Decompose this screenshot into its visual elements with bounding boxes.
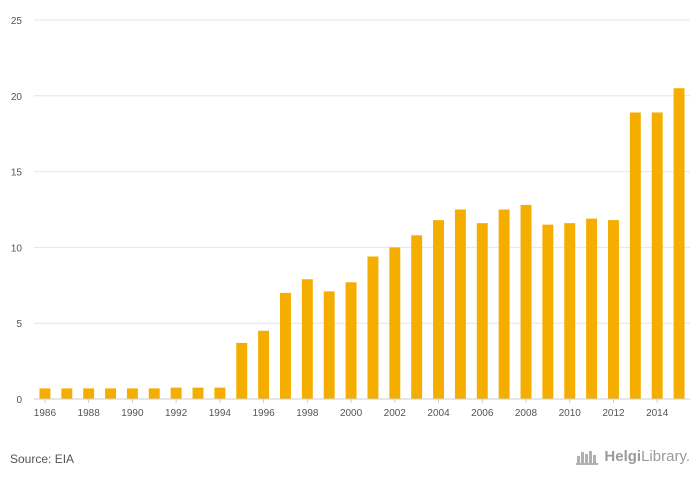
bar-2008[interactable] <box>520 204 532 399</box>
bar-2000[interactable] <box>345 282 357 399</box>
logo-text: HelgiLibrary. <box>604 448 690 465</box>
bar-2006[interactable] <box>476 223 488 399</box>
x-tick-label: 2004 <box>427 408 450 419</box>
bar-1989[interactable] <box>105 388 116 399</box>
source-note: Source: EIA <box>10 452 75 466</box>
bar-1990[interactable] <box>126 388 138 399</box>
bar-1999[interactable] <box>323 291 335 399</box>
y-tick-label: 0 <box>16 395 22 406</box>
x-axis-ticks: 1986 1988 1990 1992 1994 1996 1998 2000 2002 2004… <box>34 399 669 419</box>
bar-2005[interactable] <box>454 209 466 400</box>
bar-1988[interactable] <box>83 388 95 399</box>
x-tick-label: 1988 <box>78 408 101 419</box>
logo-text-bold: Helgi <box>604 448 642 465</box>
x-tick-label: 2012 <box>602 408 625 419</box>
y-tick-label: 10 <box>11 243 23 254</box>
x-tick-label: 2008 <box>515 408 538 419</box>
bar-1998[interactable] <box>301 279 313 399</box>
bars <box>39 88 685 400</box>
bar-1991[interactable] <box>148 388 160 399</box>
bar-1993[interactable] <box>192 387 204 399</box>
bar-2002[interactable] <box>389 247 401 399</box>
bar-1997[interactable] <box>280 292 291 399</box>
logo-text-light: Library. <box>641 448 690 465</box>
x-tick-label: 1990 <box>121 408 144 419</box>
bar-1986[interactable] <box>39 388 51 399</box>
x-tick-label: 2000 <box>340 408 363 419</box>
x-tick-label: 1998 <box>296 408 319 419</box>
x-tick-label: 1996 <box>252 408 275 419</box>
x-tick-label: 1994 <box>209 408 232 419</box>
x-tick-label: 2010 <box>559 408 582 419</box>
bar-1995[interactable] <box>236 342 248 399</box>
x-tick-label: 1992 <box>165 408 188 419</box>
bar-2004[interactable] <box>433 220 444 399</box>
bar-2003[interactable] <box>411 235 423 399</box>
bar-1992[interactable] <box>170 387 182 399</box>
bar-1996[interactable] <box>258 330 270 399</box>
bar-1987[interactable] <box>61 388 73 399</box>
helgi-library-logo[interactable]: HelgiLibrary. <box>576 448 690 465</box>
x-tick-label: 2006 <box>471 408 494 419</box>
y-tick-label: 15 <box>11 168 23 179</box>
bar-2013[interactable] <box>629 112 641 399</box>
x-tick-label: 1986 <box>34 408 57 419</box>
bar-2010[interactable] <box>564 223 576 399</box>
x-tick-label: 2014 <box>646 408 669 419</box>
y-tick-label: 5 <box>16 319 22 330</box>
bar-2014[interactable] <box>651 112 663 399</box>
y-tick-label: 20 <box>11 92 23 103</box>
x-tick-label: 2002 <box>384 408 407 419</box>
bar-2011[interactable] <box>586 218 598 399</box>
y-tick-label: 25 <box>11 16 23 27</box>
bar-1994[interactable] <box>214 387 226 399</box>
bar-2009[interactable] <box>542 224 554 399</box>
bar-2015[interactable] <box>673 88 685 399</box>
grid-lines <box>34 19 690 324</box>
bar-2012[interactable] <box>608 220 619 399</box>
city-skyline-icon <box>576 449 600 465</box>
bar-2007[interactable] <box>498 209 510 400</box>
bar-2001[interactable] <box>367 256 379 399</box>
y-axis-ticks: 0 5 10 15 20 25 <box>11 16 23 406</box>
